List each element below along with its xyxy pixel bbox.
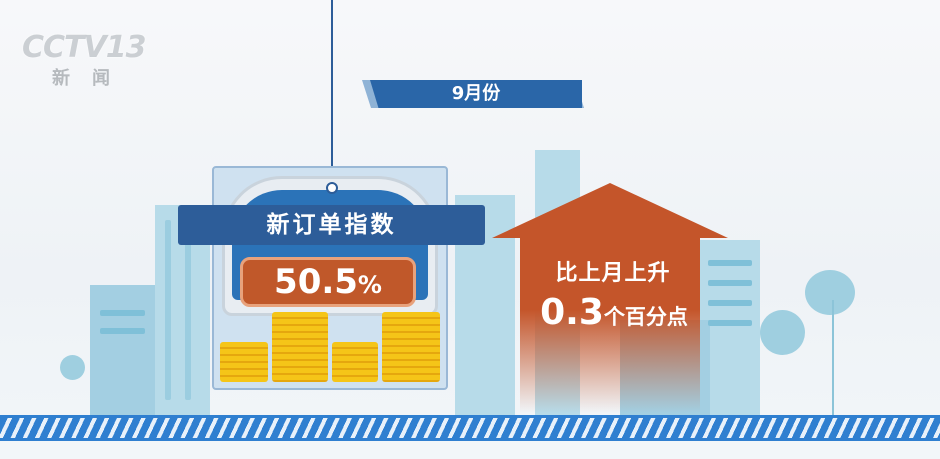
indicator-label: 新订单指数 xyxy=(178,205,485,245)
tree xyxy=(760,310,805,355)
logo-subtitle: 新闻 xyxy=(52,68,132,89)
coin-stack xyxy=(332,342,378,382)
building-window xyxy=(100,310,145,316)
up-arrow-icon xyxy=(492,183,728,413)
indicator-value: 50.5% xyxy=(240,257,416,307)
building-window xyxy=(185,220,191,400)
building xyxy=(90,285,155,415)
arrow-shape xyxy=(492,183,728,413)
building-window xyxy=(100,328,145,334)
change-label: 比上月上升 xyxy=(555,261,671,286)
coin-stack xyxy=(382,312,440,382)
building-window xyxy=(708,280,752,286)
coin-stack xyxy=(272,312,328,382)
striped-ground-bar xyxy=(0,415,940,441)
building-window xyxy=(708,320,752,326)
building-window xyxy=(708,300,752,306)
coin-stack xyxy=(220,342,268,382)
building-window xyxy=(708,260,752,266)
hanging-dot xyxy=(326,182,338,194)
value-number: 50.5 xyxy=(274,262,358,302)
building-window xyxy=(165,220,171,400)
change-number: 0.3 xyxy=(540,292,604,333)
hanging-line xyxy=(331,0,333,186)
change-value: 0.3个百分点 xyxy=(524,292,704,333)
tree-trunk xyxy=(832,300,834,415)
value-unit: % xyxy=(357,271,382,299)
building xyxy=(700,240,760,415)
tree xyxy=(805,270,855,315)
month-banner: 9月份 xyxy=(370,80,582,108)
tree xyxy=(60,355,85,380)
cctv13-logo: CCTV13 xyxy=(22,30,146,65)
change-unit: 个百分点 xyxy=(603,305,688,329)
